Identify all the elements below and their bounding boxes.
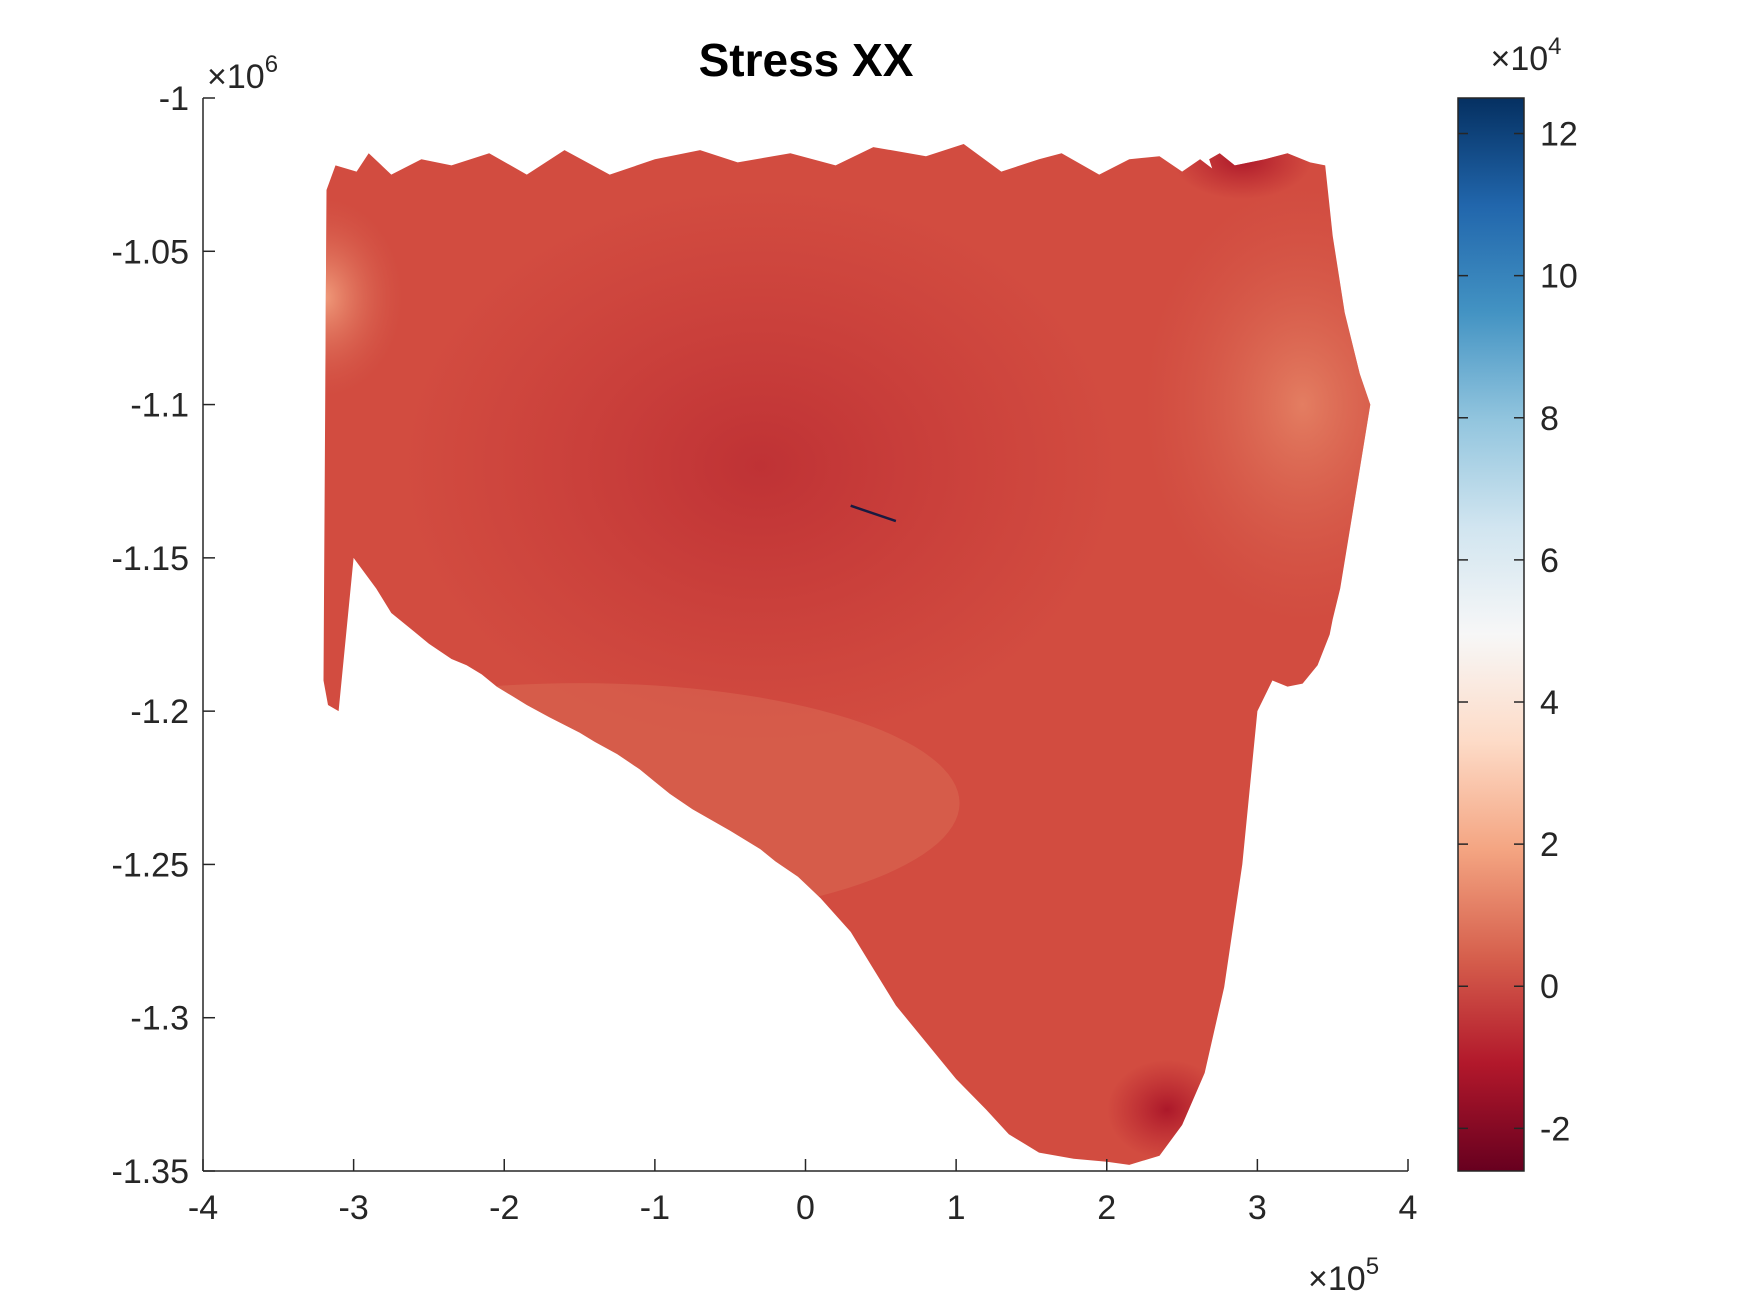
colorbar-multiplier-exp: 4 xyxy=(1548,33,1561,60)
y-multiplier-exp: 6 xyxy=(265,51,278,78)
x-tick-label: -4 xyxy=(188,1189,218,1227)
x-tick-label: -2 xyxy=(489,1189,519,1227)
colorbar-tick-label: 8 xyxy=(1540,400,1559,438)
lower-stress-zone xyxy=(200,683,960,923)
colorbar-tick-label: 6 xyxy=(1540,542,1559,580)
y-tick-label: -1.25 xyxy=(112,846,190,884)
y-tick-label: -1.3 xyxy=(130,1000,189,1038)
y-tick-label: -1.2 xyxy=(130,693,189,731)
colorbar-multiplier: ×104 xyxy=(1490,33,1561,78)
y-multiplier: ×106 xyxy=(207,51,278,96)
low-stress-spot-top xyxy=(1172,119,1312,199)
x-tick-label: -3 xyxy=(339,1189,369,1227)
x-tick-label: 3 xyxy=(1248,1189,1267,1227)
high-stress-zone-left xyxy=(244,197,404,397)
y-tick-label: -1.15 xyxy=(112,540,190,578)
low-stress-zone xyxy=(400,186,1120,746)
x-tick-label: 2 xyxy=(1097,1189,1116,1227)
colorbar-tick-label: 12 xyxy=(1540,116,1578,154)
y-tick-label: -1 xyxy=(159,80,189,118)
x-tick-label: 4 xyxy=(1399,1189,1418,1227)
colorbar-tick-label: 4 xyxy=(1540,684,1559,722)
x-multiplier-exp: 5 xyxy=(1366,1253,1379,1280)
high-stress-zone-right xyxy=(1143,185,1463,625)
y-tick-label: -1.05 xyxy=(112,233,190,271)
colorbar-tick-label: 2 xyxy=(1540,826,1559,864)
low-stress-spot-bottom xyxy=(1107,1060,1227,1160)
chart-title: Stress XX xyxy=(699,34,914,86)
colorbar: -2 0 2 4 6 8 10 12 ×104 xyxy=(1458,33,1578,1171)
x-tick-label: 1 xyxy=(947,1189,966,1227)
x-multiplier: ×105 xyxy=(1308,1253,1379,1298)
colorbar-tick-label: 10 xyxy=(1540,258,1578,296)
colorbar-tick-label: 0 xyxy=(1540,968,1559,1006)
x-tick-label: -1 xyxy=(640,1189,670,1227)
colorbar-gradient xyxy=(1458,98,1524,1171)
x-tick-label: 0 xyxy=(796,1189,815,1227)
y-tick-label: -1.35 xyxy=(112,1153,190,1191)
y-tick-label: -1.1 xyxy=(130,387,189,425)
plot-area xyxy=(200,119,1463,1165)
colorbar-tick-label: -2 xyxy=(1540,1110,1570,1148)
